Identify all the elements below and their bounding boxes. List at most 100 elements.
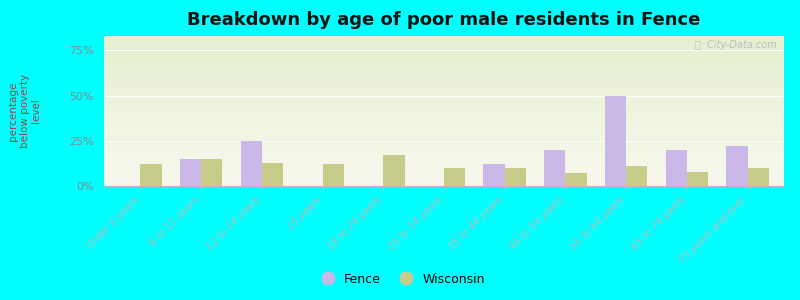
Bar — [104, 144, 784, 146]
Bar — [104, 111, 784, 112]
Bar — [104, 39, 784, 40]
Bar — [544, 150, 566, 186]
Bar — [104, 108, 784, 110]
Bar — [104, 45, 784, 46]
Bar — [104, 141, 784, 142]
Bar — [104, 134, 784, 135]
Bar — [104, 105, 784, 106]
Bar — [104, 54, 784, 56]
Bar — [241, 141, 262, 186]
Bar — [104, 126, 784, 128]
Bar — [104, 154, 784, 156]
Bar — [747, 168, 769, 186]
Bar — [104, 176, 784, 177]
Bar — [104, 50, 784, 51]
Bar — [104, 140, 784, 141]
Bar — [104, 68, 784, 69]
Bar — [104, 164, 784, 165]
Bar — [383, 155, 405, 186]
Bar — [104, 184, 784, 186]
Bar — [104, 117, 784, 118]
Bar — [104, 36, 784, 38]
Bar — [104, 88, 784, 90]
Bar — [104, 135, 784, 136]
Bar — [104, 183, 784, 184]
Bar — [104, 69, 784, 70]
Bar — [104, 93, 784, 94]
Bar — [104, 76, 784, 78]
Bar — [566, 173, 586, 186]
Bar — [104, 80, 784, 81]
Bar — [104, 75, 784, 76]
Bar — [104, 58, 784, 60]
Bar — [104, 94, 784, 96]
Bar — [104, 172, 784, 174]
Bar — [104, 177, 784, 178]
Bar — [104, 114, 784, 116]
Bar — [104, 116, 784, 117]
Bar — [104, 57, 784, 58]
Bar — [104, 56, 784, 57]
Text: percentage
below poverty
level: percentage below poverty level — [8, 74, 42, 148]
Bar — [104, 159, 784, 160]
Bar — [104, 84, 784, 86]
Bar — [104, 167, 784, 168]
Bar — [104, 130, 784, 132]
Bar — [104, 52, 784, 54]
Bar — [104, 136, 784, 138]
Bar — [104, 132, 784, 134]
Bar — [104, 66, 784, 68]
Bar — [104, 103, 784, 105]
Bar — [104, 40, 784, 42]
Bar — [104, 124, 784, 126]
Bar — [104, 102, 784, 104]
Bar — [104, 178, 784, 180]
Bar — [104, 46, 784, 48]
Bar — [104, 74, 784, 75]
Bar — [104, 112, 784, 114]
Bar — [104, 61, 784, 63]
Bar — [104, 160, 784, 162]
Bar — [104, 128, 784, 129]
Text: ⓘ  City-Data.com: ⓘ City-Data.com — [695, 40, 778, 50]
Bar — [104, 90, 784, 92]
Bar — [104, 100, 784, 102]
Bar — [104, 158, 784, 159]
Bar — [104, 174, 784, 176]
Bar — [104, 64, 784, 66]
Bar — [605, 96, 626, 186]
Bar — [104, 82, 784, 84]
Bar — [104, 110, 784, 111]
Bar — [104, 171, 784, 172]
Bar — [104, 51, 784, 52]
Bar — [444, 168, 466, 186]
Bar — [104, 168, 784, 170]
Bar — [104, 98, 784, 99]
Bar — [180, 159, 201, 186]
Bar — [104, 99, 784, 100]
Bar — [104, 150, 784, 152]
Bar — [104, 123, 784, 124]
Bar — [666, 150, 687, 186]
Bar — [726, 146, 747, 186]
Bar — [104, 146, 784, 147]
Bar — [104, 180, 784, 182]
Bar — [104, 96, 784, 98]
Bar — [104, 60, 784, 61]
Bar — [104, 182, 784, 183]
Bar — [104, 122, 784, 123]
Bar — [687, 172, 708, 186]
Bar — [104, 138, 784, 140]
Bar — [104, 165, 784, 166]
Bar — [201, 159, 222, 186]
Bar — [104, 156, 784, 158]
Bar — [322, 164, 344, 186]
Bar — [104, 129, 784, 130]
Bar — [104, 147, 784, 148]
Bar — [104, 152, 784, 153]
Bar — [104, 38, 784, 39]
Bar — [104, 120, 784, 122]
Bar — [104, 142, 784, 144]
Bar — [104, 48, 784, 50]
Bar — [104, 162, 784, 164]
